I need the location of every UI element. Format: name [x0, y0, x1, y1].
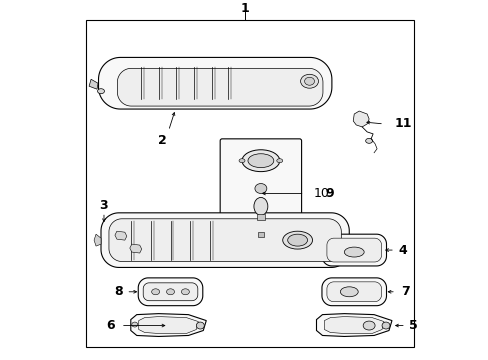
Polygon shape — [94, 234, 101, 246]
Polygon shape — [109, 219, 341, 261]
Polygon shape — [130, 314, 206, 337]
Ellipse shape — [239, 159, 244, 163]
Ellipse shape — [340, 287, 358, 297]
Ellipse shape — [196, 322, 204, 329]
Text: 9: 9 — [325, 187, 333, 200]
Polygon shape — [115, 231, 126, 240]
Bar — [257, 232, 264, 237]
Text: 8: 8 — [114, 285, 122, 298]
Ellipse shape — [344, 247, 364, 257]
Bar — [256, 214, 264, 220]
Ellipse shape — [97, 89, 104, 94]
Text: 4: 4 — [398, 244, 407, 257]
Polygon shape — [139, 316, 198, 333]
Polygon shape — [89, 79, 98, 89]
Ellipse shape — [276, 159, 282, 163]
Polygon shape — [352, 111, 368, 127]
Ellipse shape — [132, 322, 138, 327]
Polygon shape — [117, 68, 322, 106]
Polygon shape — [321, 278, 386, 306]
Text: 5: 5 — [408, 319, 417, 332]
Ellipse shape — [166, 289, 174, 295]
Polygon shape — [321, 234, 386, 266]
Polygon shape — [326, 282, 381, 302]
Text: 6: 6 — [106, 319, 115, 332]
Polygon shape — [98, 57, 331, 109]
Ellipse shape — [151, 289, 159, 295]
FancyBboxPatch shape — [220, 139, 301, 230]
Polygon shape — [324, 316, 383, 333]
Ellipse shape — [304, 77, 314, 85]
Text: 3: 3 — [100, 199, 108, 212]
Bar — [86, 20, 413, 347]
Polygon shape — [138, 278, 203, 306]
Polygon shape — [326, 238, 381, 262]
Ellipse shape — [300, 74, 318, 88]
Ellipse shape — [365, 138, 372, 143]
Text: 10: 10 — [313, 187, 329, 200]
Ellipse shape — [247, 154, 273, 168]
Ellipse shape — [181, 289, 189, 295]
Polygon shape — [129, 244, 142, 253]
Polygon shape — [101, 213, 348, 267]
Ellipse shape — [363, 321, 374, 330]
Text: 11: 11 — [394, 117, 411, 130]
Text: 1: 1 — [240, 2, 249, 15]
Ellipse shape — [255, 219, 265, 233]
Polygon shape — [143, 283, 198, 301]
Ellipse shape — [242, 150, 279, 172]
Text: 7: 7 — [401, 285, 409, 298]
Ellipse shape — [282, 231, 312, 249]
Ellipse shape — [287, 234, 307, 246]
Ellipse shape — [381, 322, 389, 329]
Text: 2: 2 — [158, 134, 166, 147]
Ellipse shape — [254, 184, 266, 193]
Polygon shape — [316, 314, 391, 337]
Ellipse shape — [253, 197, 267, 215]
